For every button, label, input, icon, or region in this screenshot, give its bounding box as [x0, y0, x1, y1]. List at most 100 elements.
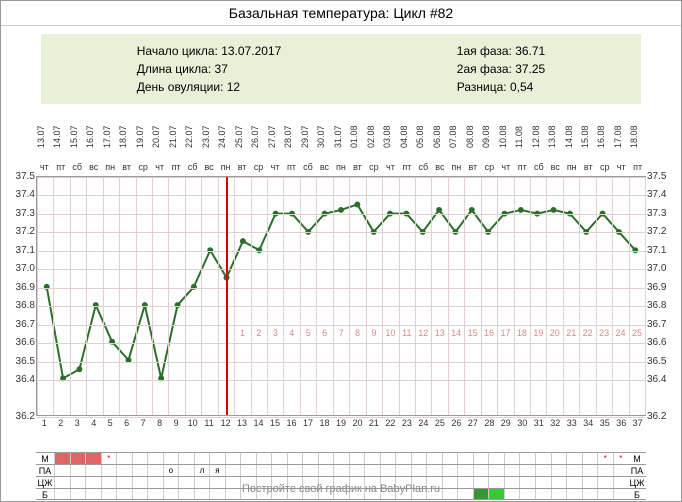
weekday-label: вт — [580, 162, 596, 176]
y-tick-right: 36.4 — [647, 374, 675, 385]
y-tick-left: 36.9 — [7, 282, 35, 293]
day-number: 37 — [629, 418, 645, 432]
track-cell — [504, 465, 520, 476]
weekday-label: пн — [333, 162, 349, 176]
y-tick-right: 37.0 — [647, 263, 675, 274]
weekday-label: ср — [250, 162, 266, 176]
day-number: 10 — [184, 418, 200, 432]
track-cell — [271, 465, 287, 476]
date-label: 03.08 — [382, 112, 398, 162]
track-cell — [551, 453, 567, 464]
track-cell — [349, 465, 365, 476]
day-number: 5 — [102, 418, 118, 432]
day-number: 16 — [283, 418, 299, 432]
track-cell — [551, 465, 567, 476]
day-number: 6 — [118, 418, 134, 432]
track-cell — [519, 453, 535, 464]
y-tick-left: 37.1 — [7, 245, 35, 256]
track-cell — [504, 453, 520, 464]
y-tick-right: 36.8 — [647, 300, 675, 311]
date-label: 01.08 — [349, 112, 365, 162]
track-cell — [613, 465, 629, 476]
y-tick-right: 37.4 — [647, 189, 675, 200]
date-label: 17.07 — [102, 112, 118, 162]
weekday-label: пт — [168, 162, 184, 176]
weekday-label: вс — [85, 162, 101, 176]
weekday-label: пт — [399, 162, 415, 176]
y-tick-left: 37.3 — [7, 208, 35, 219]
date-label: 19.07 — [135, 112, 151, 162]
day-number: 18 — [316, 418, 332, 432]
day-number: 36 — [613, 418, 629, 432]
day-number: 35 — [596, 418, 612, 432]
day-number: 30 — [514, 418, 530, 432]
track-cell — [318, 465, 334, 476]
y-tick-left: 36.7 — [7, 319, 35, 330]
date-label: 27.07 — [267, 112, 283, 162]
y-tick-left: 36.5 — [7, 356, 35, 367]
date-label: 04.08 — [399, 112, 415, 162]
track-cell — [535, 453, 551, 464]
track-cell — [54, 453, 70, 464]
date-label: 15.08 — [580, 112, 596, 162]
day-number: 32 — [547, 418, 563, 432]
date-label: 30.07 — [316, 112, 332, 162]
ovulation-day: День овуляции: 12 — [137, 78, 282, 96]
date-label: 16.08 — [596, 112, 612, 162]
track-cell — [85, 465, 101, 476]
track-cell — [318, 453, 334, 464]
weekday-label: сб — [184, 162, 200, 176]
day-number: 12 — [217, 418, 233, 432]
diff: Разница: 0,54 — [457, 78, 545, 96]
track-cell — [287, 465, 303, 476]
track-row-М: М***М — [36, 452, 646, 464]
day-number: 9 — [168, 418, 184, 432]
weekday-label: ср — [481, 162, 497, 176]
date-label: 25.07 — [234, 112, 250, 162]
cycle-length: Длина цикла: 37 — [137, 60, 282, 78]
track-cell — [395, 453, 411, 464]
info-panel: Начало цикла: 13.07.2017 Длина цикла: 37… — [41, 34, 641, 104]
phase2: 2ая фаза: 37.25 — [457, 60, 545, 78]
date-label: 11.08 — [514, 112, 530, 162]
track-cell — [442, 453, 458, 464]
track-cell — [473, 453, 489, 464]
ovulation-line — [226, 177, 228, 415]
date-label: 14.08 — [564, 112, 580, 162]
info-right: 1ая фаза: 36.71 2ая фаза: 37.25 Разница:… — [457, 42, 545, 96]
date-label: 17.08 — [613, 112, 629, 162]
track-cell — [302, 465, 318, 476]
day-number: 22 — [382, 418, 398, 432]
track-cell — [147, 453, 163, 464]
y-tick-right: 36.2 — [647, 411, 675, 422]
chart-container: Базальная температура: Цикл #82 Начало ц… — [0, 0, 682, 502]
weekday-label: чт — [613, 162, 629, 176]
y-tick-right: 37.1 — [647, 245, 675, 256]
weekday-label: чт — [498, 162, 514, 176]
track-cell — [582, 465, 598, 476]
date-label: 09.08 — [481, 112, 497, 162]
date-label: 08.08 — [465, 112, 481, 162]
track-label: ПА — [36, 465, 54, 476]
track-cell — [457, 465, 473, 476]
day-number: 21 — [366, 418, 382, 432]
date-label: 13.08 — [547, 112, 563, 162]
weekday-label: вт — [349, 162, 365, 176]
weekday-label: чт — [36, 162, 52, 176]
weekday-label: вс — [201, 162, 217, 176]
day-number: 24 — [415, 418, 431, 432]
track-cell — [209, 453, 225, 464]
y-tick-left: 37.4 — [7, 189, 35, 200]
date-label: 02.08 — [366, 112, 382, 162]
y-tick-right: 37.5 — [647, 171, 675, 182]
track-cell — [240, 465, 256, 476]
weekday-label: пн — [217, 162, 233, 176]
track-cell — [426, 465, 442, 476]
day-number: 27 — [465, 418, 481, 432]
track-cell — [380, 453, 396, 464]
weekday-label: пт — [52, 162, 68, 176]
y-tick-right: 36.7 — [647, 319, 675, 330]
weekday-label: пт — [514, 162, 530, 176]
y-tick-left: 36.4 — [7, 374, 35, 385]
weekday-label: пн — [448, 162, 464, 176]
